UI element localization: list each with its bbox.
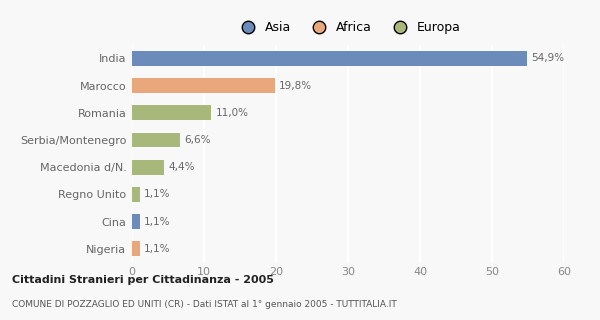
Bar [132, 241, 140, 256]
Text: Cittadini Stranieri per Cittadinanza - 2005: Cittadini Stranieri per Cittadinanza - 2… [12, 275, 274, 285]
Text: 54,9%: 54,9% [532, 53, 565, 63]
Text: 1,1%: 1,1% [144, 217, 171, 227]
Legend: Asia, Africa, Europa: Asia, Africa, Europa [235, 21, 461, 34]
Bar [132, 160, 164, 175]
Text: 19,8%: 19,8% [279, 81, 312, 91]
Text: 1,1%: 1,1% [144, 189, 171, 199]
Bar [132, 105, 211, 120]
Text: 11,0%: 11,0% [215, 108, 248, 118]
Bar [132, 132, 179, 148]
Bar [132, 214, 140, 229]
Bar [132, 78, 275, 93]
Text: 6,6%: 6,6% [184, 135, 211, 145]
Text: COMUNE DI POZZAGLIO ED UNITI (CR) - Dati ISTAT al 1° gennaio 2005 - TUTTITALIA.I: COMUNE DI POZZAGLIO ED UNITI (CR) - Dati… [12, 300, 397, 309]
Bar [132, 51, 527, 66]
Bar [132, 187, 140, 202]
Text: 4,4%: 4,4% [168, 162, 194, 172]
Text: 1,1%: 1,1% [144, 244, 171, 254]
